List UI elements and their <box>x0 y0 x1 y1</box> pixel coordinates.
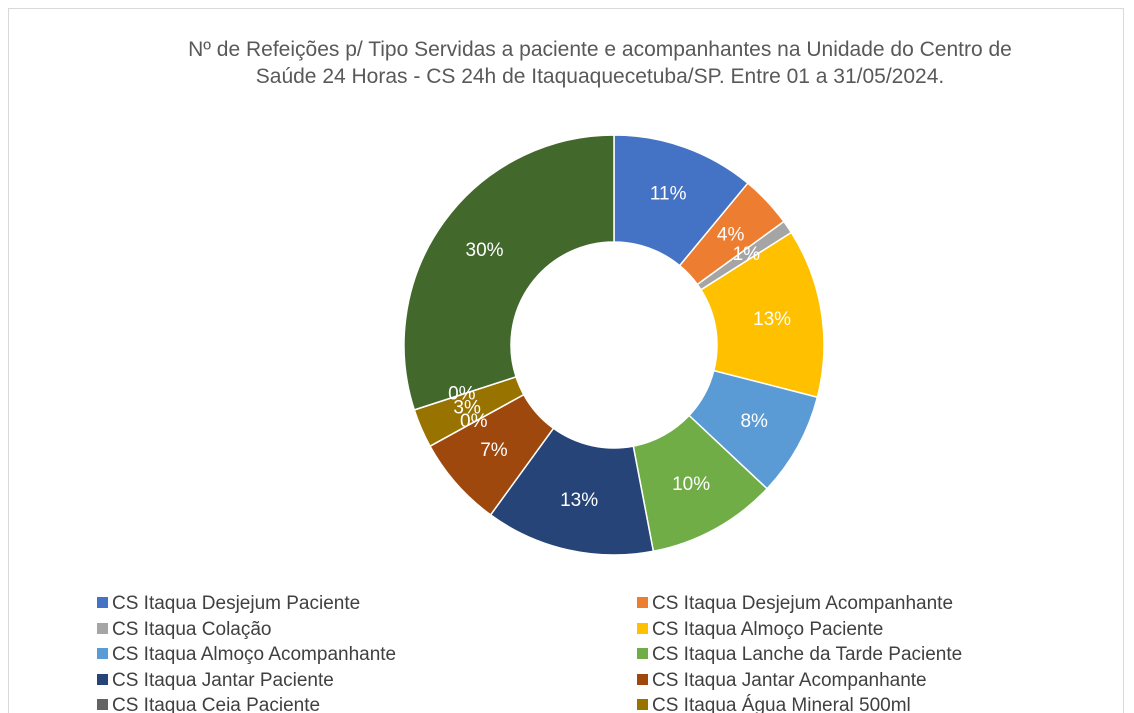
legend-label: CS Itaqua Ceia Paciente <box>112 695 321 713</box>
legend-swatch <box>97 648 108 659</box>
legend-swatch <box>97 673 108 685</box>
data-label: 30% <box>466 240 504 261</box>
legend-label: CS Itaqua Lanche da Tarde Paciente <box>652 644 963 665</box>
legend-entry: CS Itaqua Colação <box>97 619 272 641</box>
legend-swatch <box>637 622 648 634</box>
legend-entry: CS Itaqua Jantar Paciente <box>97 670 334 692</box>
data-label: 0% <box>448 383 476 404</box>
data-label: 3% <box>453 398 481 419</box>
legend-label: CS Itaqua Almoço Paciente <box>652 618 884 640</box>
legend-entry: CS Itaqua Ceia Paciente <box>97 695 320 713</box>
legend-swatch <box>637 699 648 710</box>
legend-swatch <box>97 597 108 608</box>
slice <box>403 134 615 411</box>
legend-label: CS Itaqua Desjejum Paciente <box>112 593 361 614</box>
data-label: 8% <box>740 411 768 432</box>
legend-swatch <box>637 648 648 659</box>
data-label: 0% <box>460 411 488 432</box>
legend-swatch <box>637 597 648 608</box>
legend-entry: CS Itaqua Lanche da Tarde Paciente <box>637 644 962 666</box>
data-label: 10% <box>672 474 710 495</box>
slice <box>699 231 825 399</box>
legend-label: CS Itaqua Colação <box>112 618 272 640</box>
chart-title: Nº de Refeições p/ Tipo Servidas a pacie… <box>188 38 1012 88</box>
legend-label: CS Itaqua Jantar Paciente <box>112 669 334 691</box>
legend-swatch <box>97 699 108 710</box>
data-label: 13% <box>560 490 598 511</box>
legend-entry: CS Itaqua Desjejum Acompanhante <box>637 593 953 615</box>
legend-entry: CS Itaqua Jantar Acompanhante <box>637 670 927 692</box>
legend-entry: CS Itaqua Desjejum Paciente <box>97 593 360 615</box>
data-label: 4% <box>717 224 745 245</box>
legend-entry: CS Itaqua Almoço Acompanhante <box>97 644 396 666</box>
legend-entry: CS Itaqua Água Mineral 500ml <box>637 695 911 713</box>
legend-label: CS Itaqua Água Mineral 500ml <box>652 695 911 713</box>
data-label: 7% <box>480 440 508 461</box>
data-label: 11% <box>650 183 687 204</box>
legend-entry: CS Itaqua Almoço Paciente <box>637 619 883 641</box>
legend-swatch <box>97 622 108 634</box>
chart-frame <box>8 8 1124 713</box>
legend-label: CS Itaqua Desjejum Acompanhante <box>652 593 954 614</box>
legend-swatch <box>637 673 648 685</box>
legend-label: CS Itaqua Jantar Acompanhante <box>652 669 927 691</box>
legend-label: CS Itaqua Almoço Acompanhante <box>112 644 397 665</box>
data-label: 13% <box>753 309 791 330</box>
data-label: 1% <box>733 244 761 265</box>
